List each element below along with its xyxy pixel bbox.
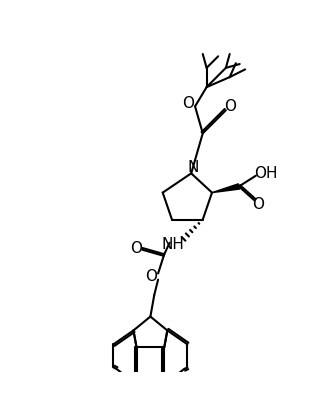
Text: N: N [187,160,198,175]
Text: OH: OH [254,166,278,181]
Polygon shape [212,184,240,193]
Text: O: O [182,96,194,111]
Text: O: O [252,196,264,212]
Text: NH: NH [161,237,184,252]
Text: O: O [145,269,157,284]
Text: O: O [130,240,142,255]
Text: O: O [224,99,236,114]
